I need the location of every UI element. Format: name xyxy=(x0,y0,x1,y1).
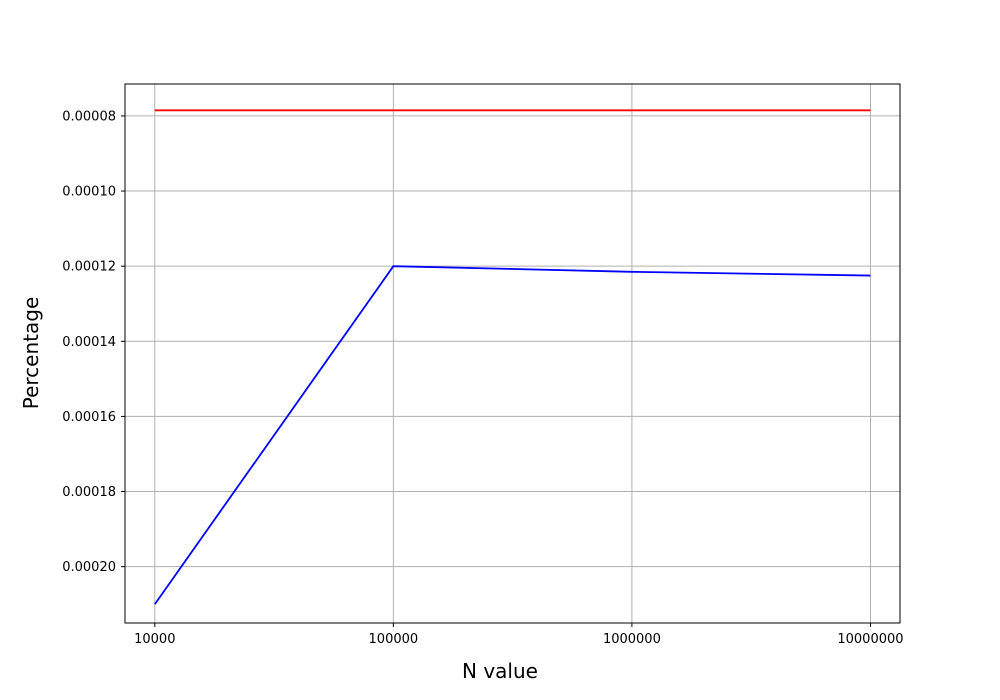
plot-frame xyxy=(124,83,901,624)
x-tick-label: 10000000 xyxy=(837,632,903,647)
y-tick-label: 0.00016 xyxy=(62,410,116,425)
y-tick-label: 0.00008 xyxy=(62,109,116,124)
y-tick-label: 0.00018 xyxy=(62,485,116,500)
y-tick-label: 0.00020 xyxy=(62,560,116,575)
y-tick-label: 0.00014 xyxy=(62,335,116,350)
series-line-2 xyxy=(154,265,871,605)
y-tick-label: 0.00010 xyxy=(62,185,116,200)
y-tick-label: 0.00012 xyxy=(62,260,116,275)
grid xyxy=(125,84,900,623)
y-axis-ticks: 0.00008 0.00010 0.00012 0.00014 0.00016 0.000… xyxy=(62,109,125,575)
x-tick-label: 1000000 xyxy=(603,632,661,647)
series-layer xyxy=(154,109,871,605)
x-axis-title: N value xyxy=(462,659,538,683)
x-tick-label: 10000 xyxy=(134,632,175,647)
x-tick-label: 100000 xyxy=(369,632,419,647)
y-axis-title: Percentage xyxy=(19,297,43,410)
x-axis-ticks: 10000 100000 1000000 10000000 xyxy=(134,623,904,647)
